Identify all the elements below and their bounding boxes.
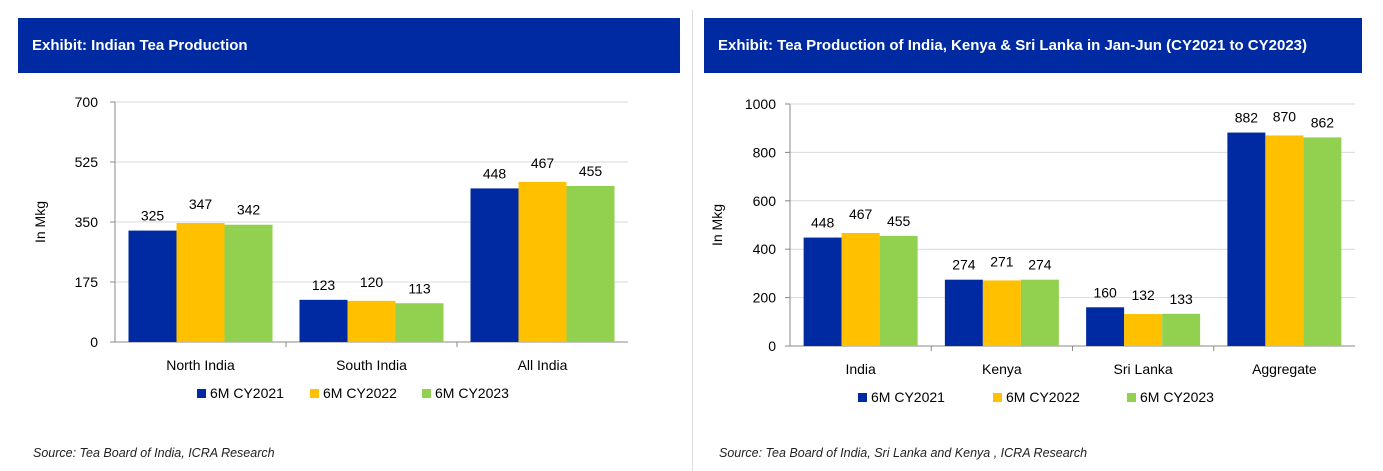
x-tick-label: South India: [336, 357, 407, 373]
y-tick-label: 1000: [745, 96, 776, 112]
bar-6m-cy2022: [176, 223, 225, 342]
bar-6m-cy2021: [128, 230, 177, 342]
data-label: 870: [1273, 108, 1297, 124]
bar-6m-cy2022: [1124, 314, 1163, 346]
data-label: 455: [887, 213, 911, 229]
bar-6m-cy2022: [347, 300, 396, 342]
data-label: 862: [1311, 114, 1335, 130]
x-tick-label: Sri Lanka: [1114, 361, 1173, 377]
data-label: 120: [360, 274, 384, 290]
bar-6m-cy2022: [518, 181, 567, 342]
data-label: 274: [1028, 257, 1052, 273]
bar-6m-cy2023: [566, 186, 615, 342]
x-tick-label: North India: [166, 357, 235, 373]
x-tick-label: Aggregate: [1252, 361, 1317, 377]
bar-6m-cy2022: [1265, 135, 1304, 346]
legend-label: 6M CY2022: [1006, 389, 1080, 405]
legend-swatch: [1127, 393, 1136, 402]
bar-6m-cy2022: [982, 280, 1021, 346]
chart2-title: Exhibit: Tea Production of India, Kenya …: [704, 18, 1362, 73]
y-tick-label: 700: [75, 94, 99, 110]
y-tick-label: 800: [753, 144, 777, 160]
bar-6m-cy2023: [1162, 313, 1201, 346]
data-label: 123: [312, 277, 336, 293]
legend-label: 6M CY2023: [1140, 389, 1214, 405]
legend-swatch: [422, 389, 431, 398]
bar-6m-cy2023: [1303, 137, 1342, 346]
bar-6m-cy2023: [224, 224, 273, 342]
bar-6m-cy2022: [841, 232, 880, 346]
y-tick-label: 0: [90, 334, 98, 350]
data-label: 448: [483, 165, 507, 181]
data-label: 132: [1131, 287, 1155, 303]
chart1-source: Source: Tea Board of India, ICRA Researc…: [33, 446, 275, 460]
legend-label: 6M CY2022: [323, 385, 397, 401]
x-tick-label: Kenya: [982, 361, 1022, 377]
data-label: 274: [952, 257, 976, 273]
data-label: 271: [990, 253, 1014, 269]
data-label: 133: [1169, 291, 1193, 307]
legend-swatch: [858, 393, 867, 402]
legend-label: 6M CY2021: [871, 389, 945, 405]
y-tick-label: 525: [75, 154, 99, 170]
y-tick-label: 175: [75, 274, 99, 290]
chart1-title: Exhibit: Indian Tea Production: [18, 18, 680, 73]
legend-label: 6M CY2023: [435, 385, 509, 401]
y-tick-label: 400: [753, 241, 777, 257]
legend-swatch: [993, 393, 1002, 402]
data-label: 342: [237, 202, 261, 218]
data-label: 160: [1093, 284, 1117, 300]
chart2-source: Source: Tea Board of India, Sri Lanka an…: [719, 446, 1088, 460]
y-tick-label: 350: [75, 214, 99, 230]
data-label: 467: [531, 155, 555, 171]
y-axis-label: In Mkg: [709, 204, 725, 246]
legend-swatch: [310, 389, 319, 398]
bar-6m-cy2023: [1020, 279, 1059, 346]
data-label: 347: [189, 196, 213, 212]
bar-6m-cy2021: [470, 188, 519, 342]
x-tick-label: All India: [518, 357, 568, 373]
legend-swatch: [197, 389, 206, 398]
y-axis-label: In Mkg: [32, 201, 48, 243]
y-tick-label: 600: [753, 193, 777, 209]
x-tick-label: India: [845, 361, 876, 377]
y-tick-label: 0: [768, 338, 776, 354]
bar-6m-cy2021: [1086, 307, 1125, 346]
legend-label: 6M CY2021: [210, 385, 284, 401]
bar-6m-cy2021: [299, 299, 348, 342]
bar-6m-cy2023: [395, 303, 444, 342]
data-label: 467: [849, 206, 873, 222]
data-label: 455: [579, 163, 603, 179]
data-label: 882: [1235, 110, 1259, 126]
y-tick-label: 200: [753, 290, 777, 306]
bar-6m-cy2021: [803, 237, 842, 346]
data-label: 325: [141, 208, 165, 224]
bar-6m-cy2021: [1227, 132, 1266, 346]
bar-6m-cy2023: [879, 235, 918, 346]
data-label: 448: [811, 215, 835, 231]
panel-divider: [692, 10, 693, 471]
data-label: 113: [408, 280, 431, 296]
bar-6m-cy2021: [944, 279, 983, 346]
